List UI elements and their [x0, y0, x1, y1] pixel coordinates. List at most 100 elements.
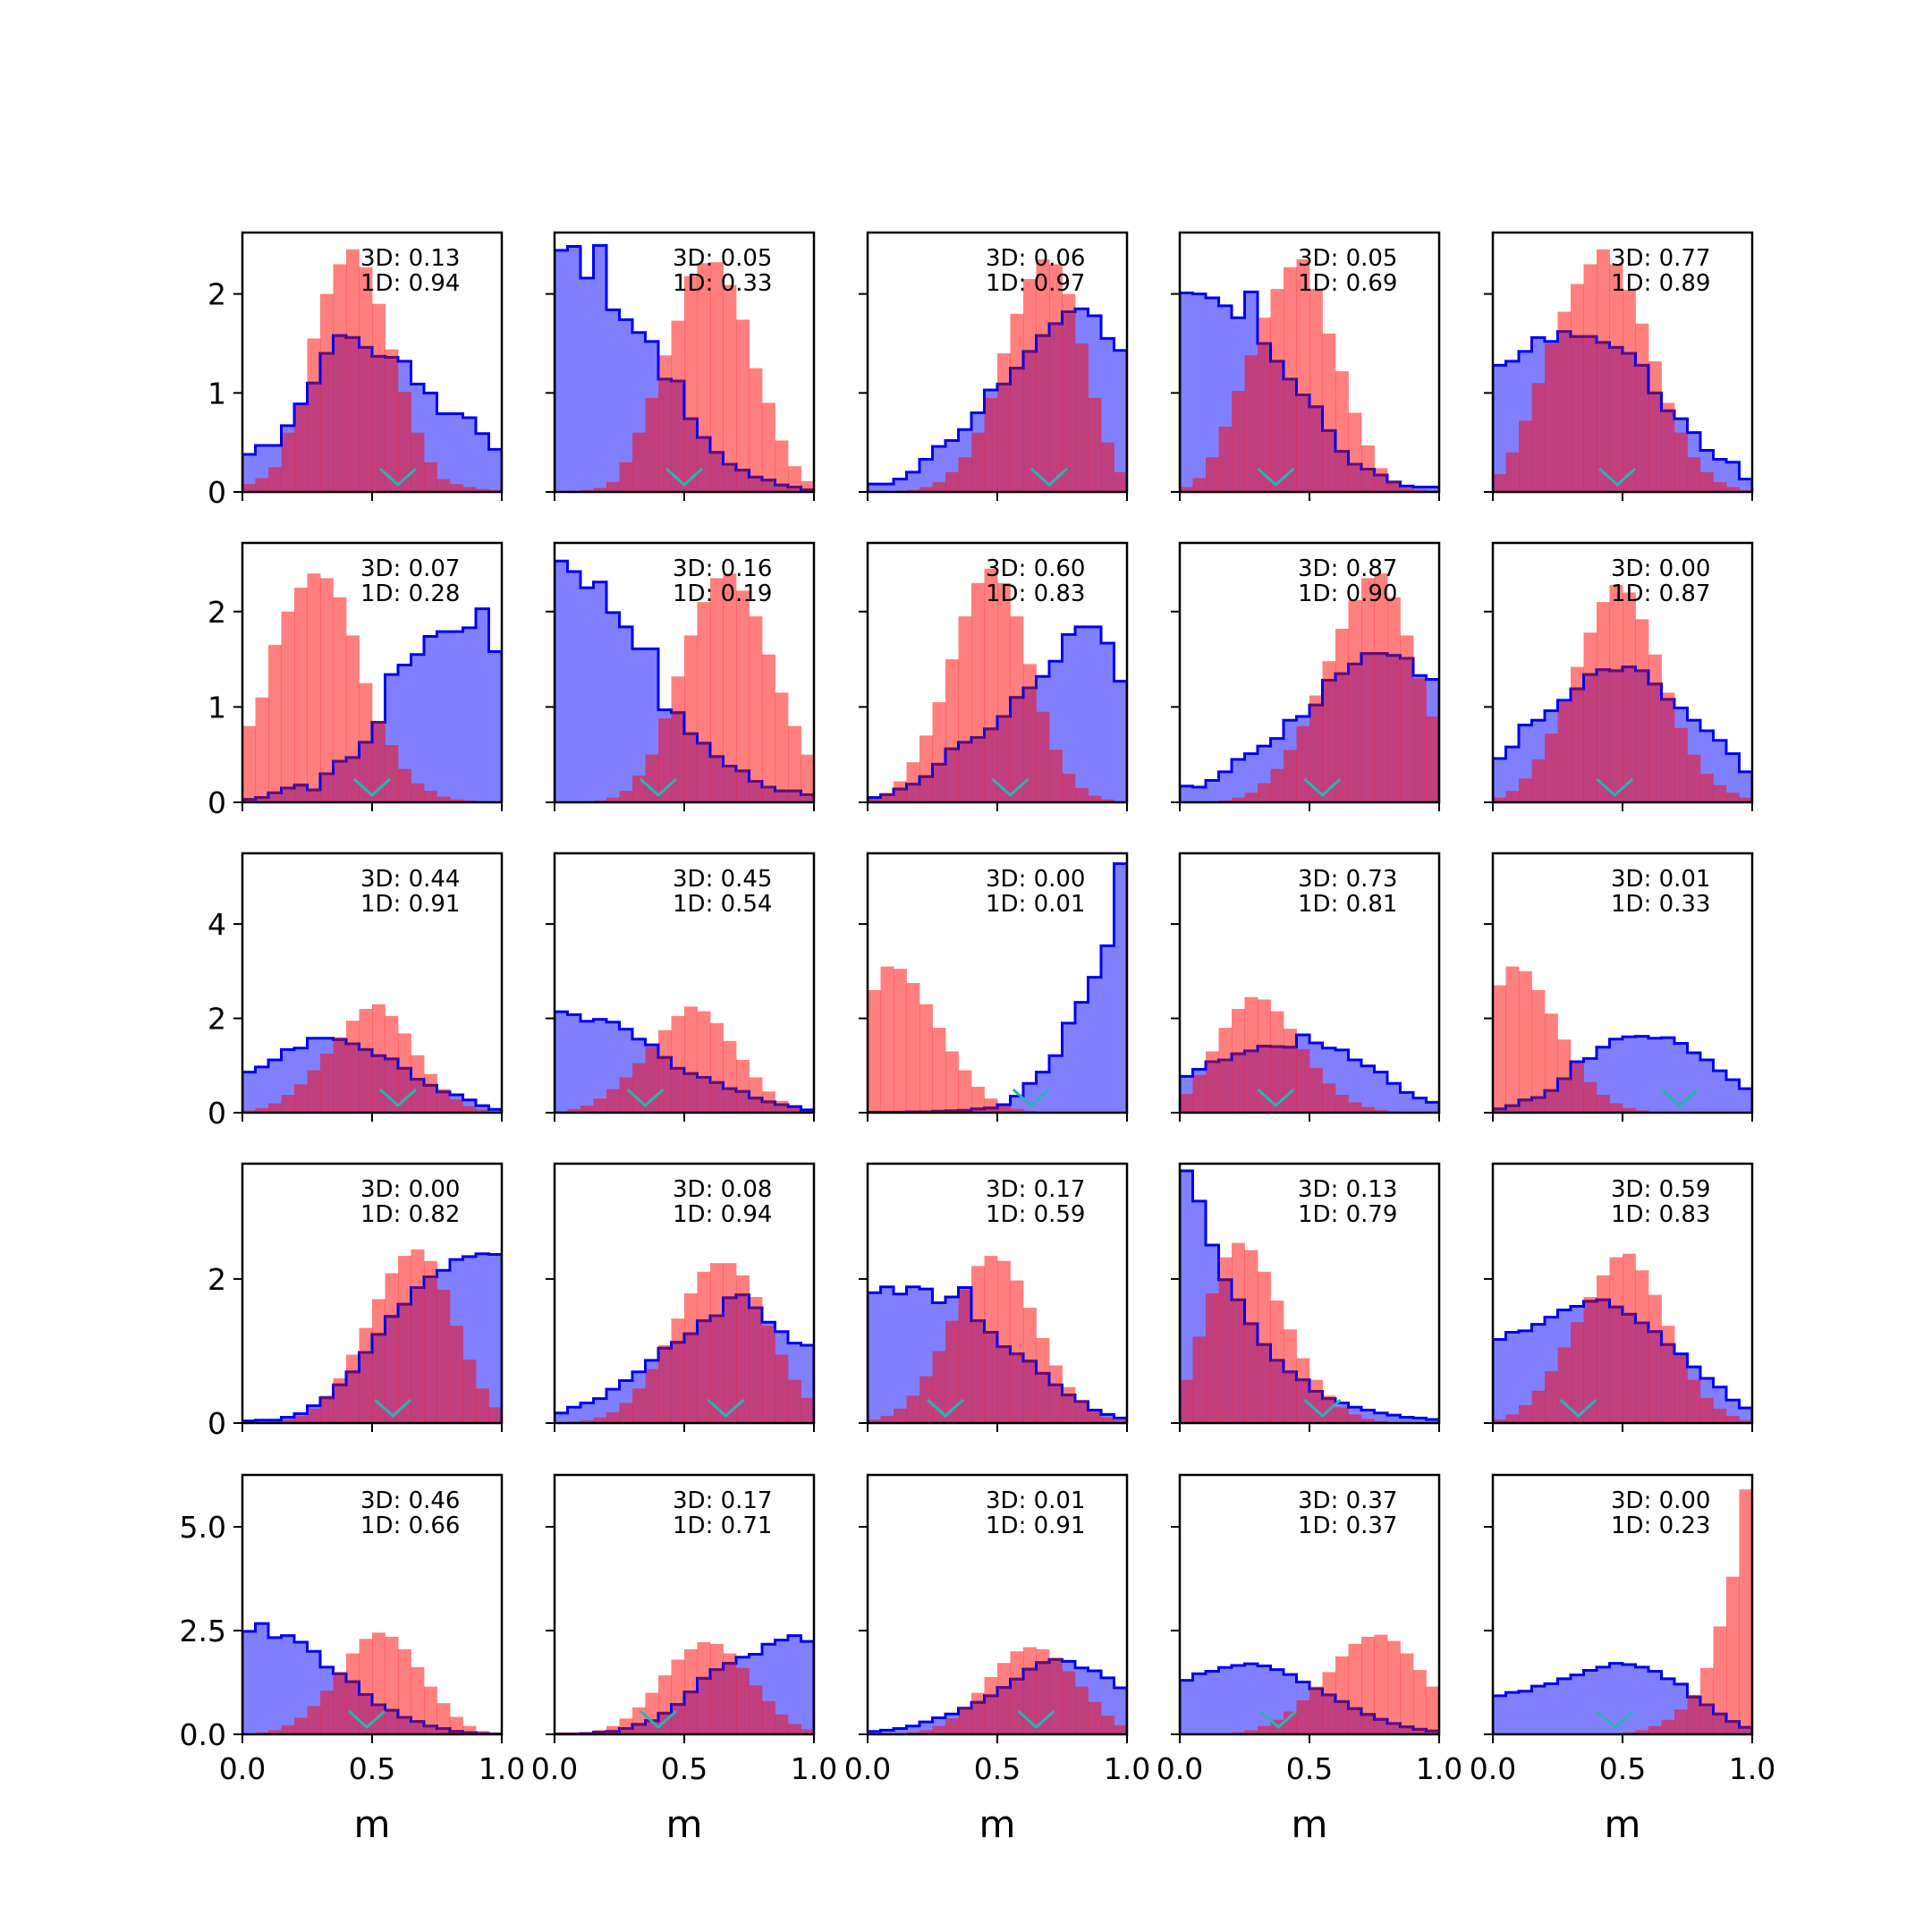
- red-bar: [1571, 666, 1584, 802]
- red-bar: [894, 969, 907, 1113]
- annotation-1d: 1D: 0.79: [1298, 1201, 1397, 1228]
- red-bar: [436, 479, 451, 492]
- red-bar: [359, 267, 373, 492]
- red-bar: [880, 792, 894, 802]
- blue-bar: [1244, 1664, 1258, 1734]
- red-bar: [619, 1402, 633, 1423]
- red-bar: [385, 1273, 399, 1423]
- annotation-1d: 1D: 0.54: [673, 891, 772, 918]
- plot-area: [555, 1006, 814, 1113]
- red-bar: [971, 432, 985, 492]
- red-bar: [932, 1028, 946, 1113]
- annotation-3d: 3D: 0.05: [673, 245, 772, 272]
- red-bar: [424, 791, 437, 802]
- mean-marker: [1012, 1088, 1050, 1108]
- blue-bar: [555, 1012, 568, 1113]
- red-bar: [1180, 487, 1193, 492]
- red-bar: [958, 1289, 972, 1423]
- red-bar: [1335, 1407, 1349, 1423]
- red-bar: [736, 1275, 750, 1423]
- red-bar: [1413, 678, 1427, 802]
- red-bar: [1700, 774, 1714, 802]
- blue-bar: [1493, 758, 1506, 802]
- red-bar: [1426, 716, 1439, 802]
- red-bar: [294, 1717, 308, 1734]
- red-bar: [436, 1703, 451, 1734]
- red-bar: [1374, 1634, 1388, 1734]
- x-axis-label: m: [354, 1802, 391, 1846]
- red-bar: [1648, 1294, 1662, 1423]
- blue-bar: [1206, 1671, 1219, 1734]
- annotation-1d: 1D: 0.83: [986, 580, 1085, 607]
- red-bar: [749, 368, 763, 492]
- red-bar: [1726, 792, 1740, 802]
- red-bar: [1700, 1397, 1714, 1423]
- red-bar: [1387, 480, 1401, 492]
- annotation-1d: 1D: 0.94: [360, 270, 460, 297]
- red-bar: [1609, 584, 1623, 802]
- red-bar: [971, 1266, 985, 1423]
- blue-bar: [1713, 1071, 1727, 1113]
- red-bar: [984, 1098, 998, 1113]
- blue-bar: [476, 433, 489, 492]
- blue-bar: [1348, 1059, 1362, 1113]
- red-bar: [1531, 383, 1546, 492]
- red-bar: [1597, 1094, 1610, 1113]
- plot-area: [1493, 1489, 1752, 1734]
- red-bar: [671, 1015, 685, 1113]
- blue-bar: [880, 484, 894, 492]
- blue-bar: [1700, 1059, 1714, 1113]
- red-bar: [932, 481, 946, 492]
- blue-bar: [1023, 1083, 1037, 1113]
- red-bar: [268, 1103, 282, 1113]
- red-bar: [997, 1260, 1011, 1423]
- red-bar: [398, 392, 411, 492]
- annotation-3d: 3D: 0.16: [673, 555, 772, 582]
- red-bar: [333, 1378, 347, 1423]
- blue-bar: [606, 612, 620, 802]
- plot-area: [868, 1256, 1127, 1423]
- red-bar: [1036, 1337, 1050, 1423]
- red-bar: [945, 1320, 959, 1423]
- red-bar: [398, 768, 411, 802]
- blue-bar: [1519, 1330, 1532, 1423]
- y-tick-label: 2: [208, 1002, 226, 1037]
- mean-marker: [378, 1088, 418, 1108]
- red-bar: [1374, 1109, 1388, 1113]
- blue-bar: [476, 1253, 489, 1423]
- blue-bar: [567, 246, 581, 492]
- plot-area: [1180, 258, 1439, 492]
- red-bar: [736, 590, 750, 802]
- red-bar: [868, 798, 881, 802]
- red-bar: [1557, 311, 1572, 492]
- overlap-step-line: [671, 711, 814, 796]
- red-bar: [1284, 750, 1297, 802]
- blue-bar: [788, 1635, 801, 1734]
- annotation-1d: 1D: 0.90: [1298, 580, 1397, 607]
- red-bar: [1387, 1640, 1401, 1734]
- plot-area: [868, 568, 1127, 802]
- mean-marker: [352, 777, 392, 798]
- red-bar: [1623, 1107, 1636, 1113]
- mean-marker: [378, 467, 418, 487]
- blue-bar: [1114, 1688, 1127, 1734]
- blue-bar: [294, 1641, 308, 1734]
- blue-bar: [1101, 642, 1114, 802]
- red-bar: [1597, 249, 1610, 492]
- blue-bar: [1400, 1417, 1414, 1423]
- red-bar: [385, 1636, 399, 1734]
- red-bar: [919, 487, 933, 492]
- red-bar: [868, 1419, 881, 1423]
- red-bar: [684, 275, 698, 492]
- red-bar: [1309, 1067, 1323, 1113]
- overlap-step-line: [880, 686, 1037, 796]
- blue-bar: [894, 479, 907, 492]
- red-bar: [723, 1040, 737, 1113]
- red-bar: [346, 635, 360, 802]
- red-bar: [997, 582, 1011, 802]
- blue-bar: [1571, 1674, 1584, 1734]
- blue-bar: [436, 413, 451, 492]
- red-bar: [346, 1354, 360, 1423]
